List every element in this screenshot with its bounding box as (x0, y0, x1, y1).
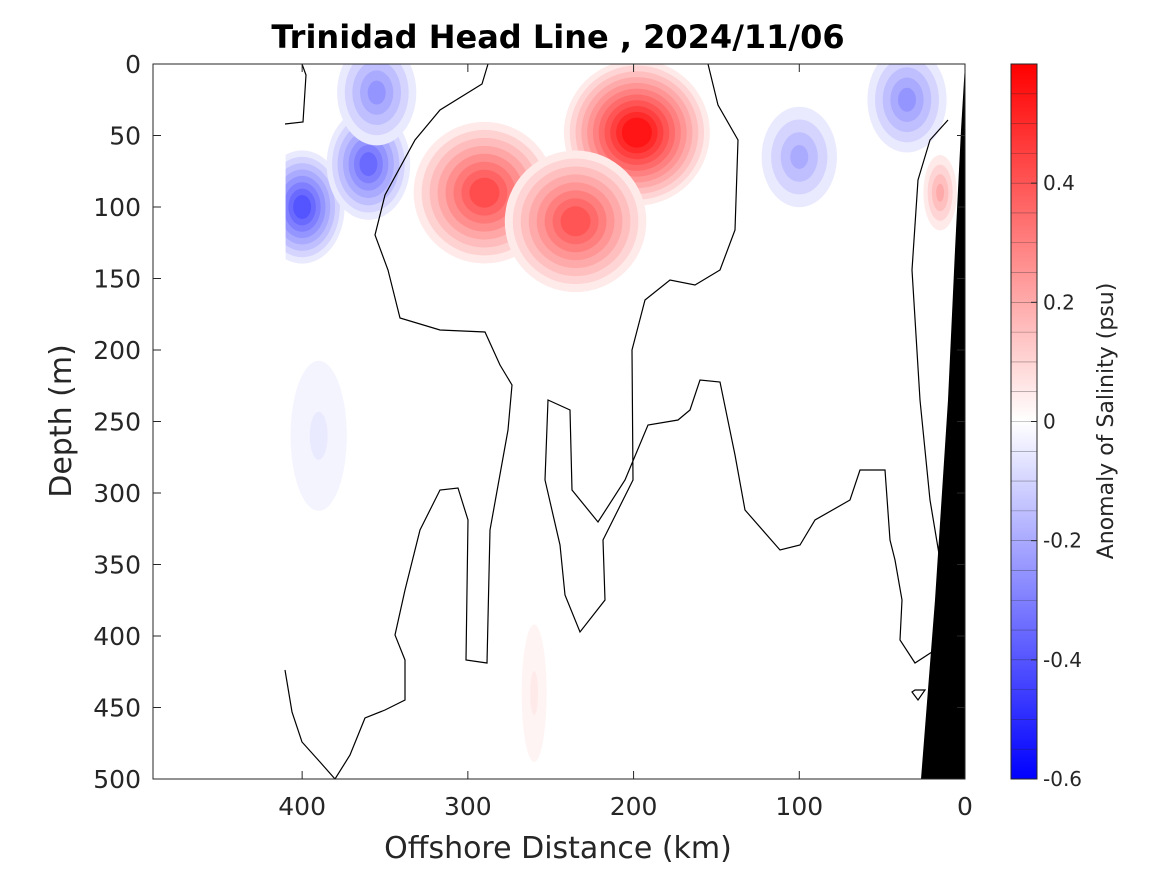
seafloor-bathymetry (921, 64, 965, 779)
colorbar-tick-label: 0 (1043, 410, 1056, 434)
x-tick-label: 100 (775, 792, 823, 821)
anomaly-negative-10 (290, 360, 347, 511)
y-tick-label: 50 (109, 122, 141, 151)
y-tick-label: 350 (93, 551, 141, 580)
x-tick-label: 300 (444, 792, 492, 821)
anomaly-level-band (530, 671, 539, 716)
anomaly-level-band (936, 183, 945, 202)
anomaly-level-band (560, 206, 591, 237)
y-tick-label: 200 (93, 336, 141, 365)
zero-contour-line (284, 64, 307, 125)
anomaly-positive-2 (504, 150, 647, 293)
y-tick-label: 0 (125, 50, 141, 79)
y-tick-label: 100 (93, 193, 141, 222)
anomaly-features (153, 64, 957, 779)
anomaly-level-band (621, 117, 652, 148)
y-tick-label: 450 (93, 694, 141, 723)
colorbar-ticks: -0.6 -0.4 -0.2 0 0.2 0.4 (1031, 171, 1082, 791)
y-tick-label: 250 (93, 408, 141, 437)
colorbar: -0.6 -0.4 -0.2 0 0.2 0.4 Anomaly of Salinity … (1010, 63, 1119, 791)
colorbar-tick-label: 0.4 (1043, 171, 1075, 195)
y-tick-label: 500 (93, 765, 141, 794)
colorbar-label: Anomaly of Salinity (psu) (1094, 283, 1119, 560)
x-axis-label: Offshore Distance (km) (384, 831, 732, 866)
x-tick-label: 0 (957, 792, 973, 821)
anomaly-level-band (469, 177, 500, 208)
y-axis-label: Depth (m) (44, 344, 79, 498)
chart-title: Trinidad Head Line , 2024/11/06 (271, 18, 844, 56)
zero-contour-line (911, 689, 927, 702)
anomaly-positive-3 (923, 155, 957, 231)
anomaly-level-band (309, 411, 328, 460)
anomaly-level-band (790, 144, 809, 169)
anomaly-positive-0 (563, 64, 710, 206)
anomaly-negative-7 (337, 64, 417, 146)
colorbar-tick-label: -0.2 (1043, 529, 1082, 553)
zero-contour-line (284, 669, 336, 779)
anomaly-level-band (359, 152, 378, 177)
colorbar-tick-label: 0.2 (1043, 290, 1075, 314)
anomaly-level-band (293, 195, 312, 219)
y-tick-label: 400 (93, 622, 141, 651)
no-data-region (153, 64, 286, 779)
x-axis-ticks: 400 300 200 100 0 (278, 64, 973, 821)
plot-area (153, 64, 965, 779)
colorbar-tick-label: -0.6 (1043, 767, 1082, 791)
anomaly-level-band (367, 80, 386, 105)
anomaly-negative-8 (761, 106, 837, 208)
anomaly-positive-4 (521, 624, 547, 762)
anomaly-level-band (898, 87, 916, 112)
y-axis-ticks: 0 50 100 150 200 250 300 350 400 450 500 (93, 50, 965, 794)
colorbar-tick-label: -0.4 (1043, 648, 1082, 672)
zero-contour-line (334, 64, 513, 779)
x-tick-label: 400 (278, 792, 326, 821)
x-tick-label: 200 (610, 792, 658, 821)
y-tick-label: 150 (93, 265, 141, 294)
anomaly-negative-9 (867, 64, 947, 153)
y-tick-label: 300 (93, 479, 141, 508)
